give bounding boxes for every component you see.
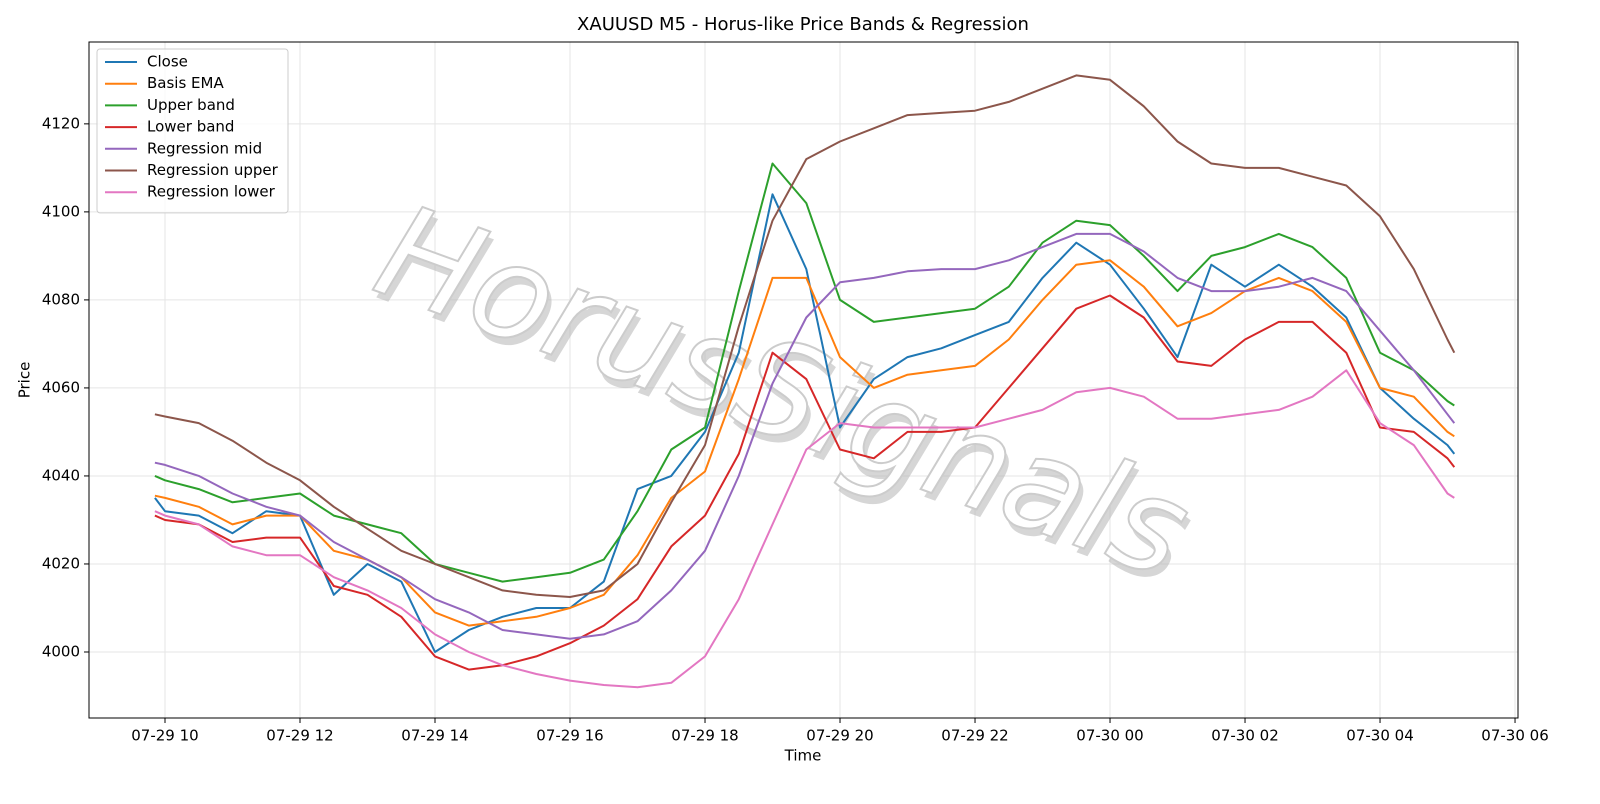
x-tick-label: 07-29 18	[671, 727, 738, 745]
y-tick-label: 4020	[42, 554, 80, 572]
legend-label: Regression lower	[147, 183, 276, 201]
y-tick-label: 4060	[42, 378, 80, 396]
x-tick-label: 07-29 22	[941, 727, 1008, 745]
series-line	[154, 369, 1455, 689]
series-line	[154, 74, 1456, 598]
legend-label: Close	[147, 53, 188, 71]
y-axis-label: Price	[16, 362, 34, 399]
chart-title: XAUUSD M5 - Horus-like Price Bands & Reg…	[577, 14, 1029, 35]
x-tick-label: 07-29 16	[536, 727, 603, 745]
y-tick-label: 4120	[42, 114, 80, 132]
series-line	[154, 193, 1456, 653]
legend-box	[96, 48, 289, 214]
x-axis-label: Time	[784, 747, 822, 765]
x-tick-label: 07-29 14	[401, 727, 468, 745]
x-tick-label: 07-29 10	[131, 727, 198, 745]
y-tick-label: 4000	[42, 642, 80, 660]
y-tick-label: 4040	[42, 466, 80, 484]
x-tick-label: 07-30 02	[1211, 727, 1278, 745]
legend-label: Upper band	[147, 96, 235, 114]
y-tick-label: 4080	[42, 290, 80, 308]
legend-label: Lower band	[147, 118, 234, 136]
series-line	[154, 232, 1456, 640]
legend-label: Regression mid	[147, 139, 262, 157]
x-tick-label: 07-30 04	[1346, 727, 1413, 745]
series-line	[154, 294, 1456, 671]
x-tick-label: 07-29 20	[806, 727, 873, 745]
x-tick-label: 07-30 06	[1481, 727, 1548, 745]
series-line	[154, 259, 1455, 627]
legend-label: Regression upper	[147, 161, 279, 179]
x-tick-label: 07-29 12	[266, 727, 333, 745]
legend-label: Basis EMA	[147, 74, 224, 92]
y-tick-label: 4100	[42, 202, 80, 220]
x-tick-label: 07-30 00	[1076, 727, 1143, 745]
plot-frame	[88, 41, 1519, 719]
